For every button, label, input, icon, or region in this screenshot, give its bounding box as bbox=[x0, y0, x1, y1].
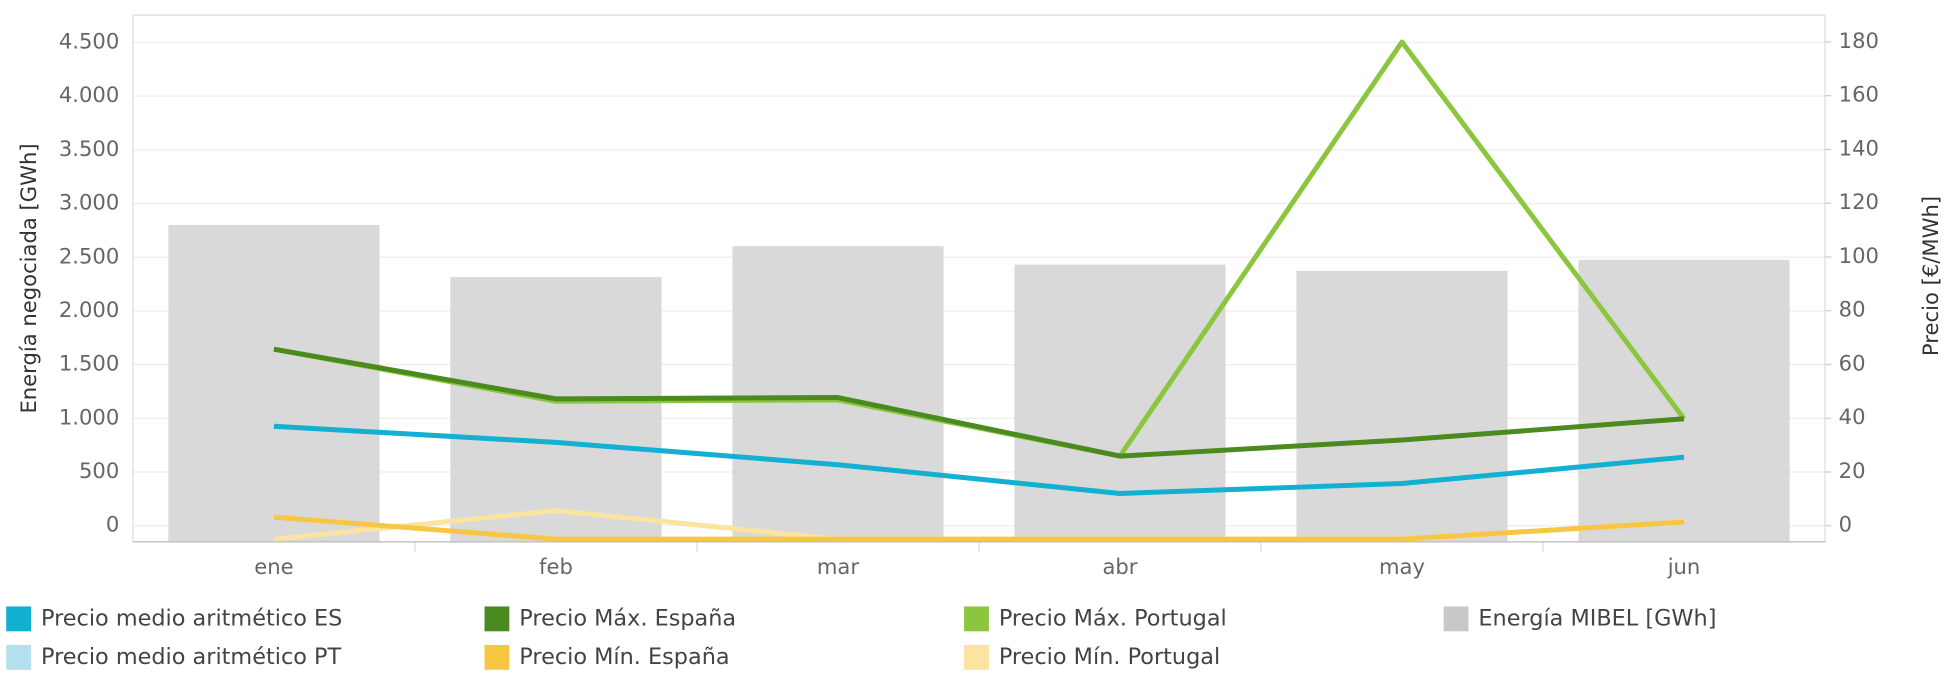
plot-frame bbox=[132, 14, 1826, 543]
x-tick-label: may bbox=[1379, 554, 1425, 579]
legend-label: Precio Máx. Portugal bbox=[999, 605, 1227, 631]
legend-swatch bbox=[6, 644, 32, 670]
line bbox=[273, 423, 1685, 496]
legend-swatch bbox=[6, 606, 32, 632]
y-tick-label: 3.000 bbox=[59, 190, 119, 215]
legend-label: Precio Máx. España bbox=[519, 605, 736, 631]
y2-tick-label: 100 bbox=[1839, 243, 1879, 268]
y2-tick-label: 160 bbox=[1839, 82, 1879, 107]
line bbox=[273, 346, 1685, 459]
y-tick-label: 1.000 bbox=[59, 404, 119, 429]
y-tick-label: 0 bbox=[106, 512, 119, 537]
y-tick-label: 2.500 bbox=[59, 243, 119, 268]
x-tick-label: feb bbox=[539, 554, 573, 579]
y-tick-label: 3.500 bbox=[59, 136, 119, 161]
legend-swatch bbox=[484, 606, 510, 632]
y2-tick-label: 140 bbox=[1839, 135, 1879, 160]
legend-swatch bbox=[1443, 606, 1469, 632]
legend-swatch bbox=[484, 644, 510, 670]
legend-label: Precio Mín. Portugal bbox=[999, 644, 1220, 670]
y2-tick-label: 120 bbox=[1839, 189, 1879, 214]
x-tick-label: jun bbox=[1667, 554, 1701, 579]
y2-axis-title: Precio [€/MWh] bbox=[1918, 196, 1943, 356]
bar bbox=[450, 277, 662, 542]
x-tick-label: ene bbox=[254, 554, 293, 579]
y2-tick-label: 20 bbox=[1839, 458, 1866, 483]
legend-label: Energía MIBEL [GWh] bbox=[1478, 605, 1716, 631]
bar bbox=[1014, 264, 1226, 542]
y2-tick-label: 80 bbox=[1839, 297, 1866, 322]
legend-swatch bbox=[964, 644, 989, 670]
y2-tick-label: 60 bbox=[1839, 350, 1866, 375]
y-tick-label: 2.000 bbox=[59, 297, 119, 322]
y-tick-label: 4.000 bbox=[59, 82, 119, 107]
x-tick-label: abr bbox=[1102, 554, 1137, 579]
legend-label: Precio Mín. España bbox=[519, 644, 729, 670]
x-tick-label: mar bbox=[817, 554, 859, 579]
y-tick-label: 500 bbox=[79, 458, 119, 483]
y2-tick-label: 0 bbox=[1839, 512, 1852, 537]
y2-tick-label: 180 bbox=[1839, 28, 1879, 53]
y2-tick-label: 40 bbox=[1839, 404, 1866, 429]
legend-label: Precio medio aritmético PT bbox=[41, 644, 342, 670]
bar bbox=[1296, 270, 1508, 542]
y-tick-label: 1.500 bbox=[59, 351, 119, 376]
y-tick-label: 4.500 bbox=[59, 28, 119, 53]
y-axis-title: Energía negociada [GWh] bbox=[16, 143, 41, 413]
bar bbox=[732, 246, 944, 542]
legend-swatch bbox=[964, 606, 989, 632]
legend-label: Precio medio aritmético ES bbox=[41, 605, 342, 631]
bar bbox=[168, 224, 380, 542]
line bbox=[273, 514, 1685, 542]
bar bbox=[1578, 259, 1790, 542]
